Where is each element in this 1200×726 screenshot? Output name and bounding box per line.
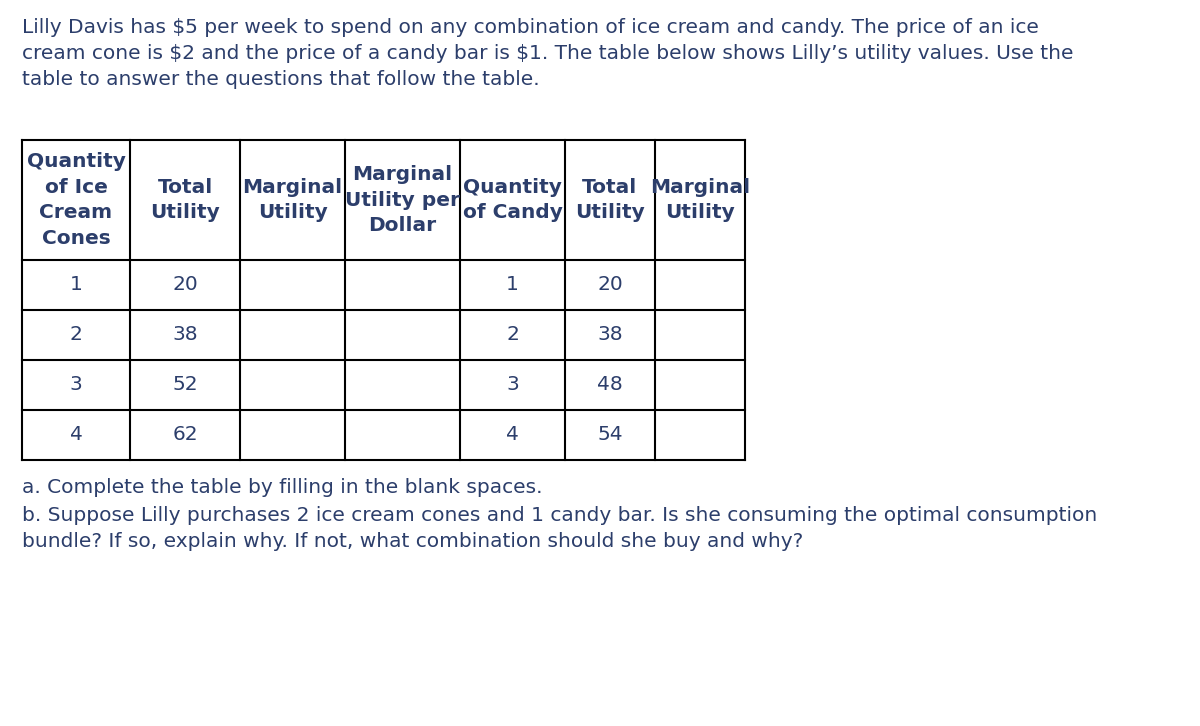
Text: 20: 20 bbox=[172, 275, 198, 295]
Text: table to answer the questions that follow the table.: table to answer the questions that follo… bbox=[22, 70, 540, 89]
Text: 62: 62 bbox=[172, 425, 198, 444]
Text: bundle? If so, explain why. If not, what combination should she buy and why?: bundle? If so, explain why. If not, what… bbox=[22, 532, 803, 551]
Text: Quantity
of Candy: Quantity of Candy bbox=[462, 178, 563, 222]
Text: 48: 48 bbox=[598, 375, 623, 394]
Text: 38: 38 bbox=[598, 325, 623, 345]
Text: Quantity
of Ice
Cream
Cones: Quantity of Ice Cream Cones bbox=[26, 152, 126, 248]
Text: Marginal
Utility: Marginal Utility bbox=[650, 178, 750, 222]
Text: 1: 1 bbox=[506, 275, 518, 295]
Text: 3: 3 bbox=[70, 375, 83, 394]
Text: 1: 1 bbox=[70, 275, 83, 295]
Text: 52: 52 bbox=[172, 375, 198, 394]
Text: b. Suppose Lilly purchases 2 ice cream cones and 1 candy bar. Is she consuming t: b. Suppose Lilly purchases 2 ice cream c… bbox=[22, 506, 1097, 525]
Text: 20: 20 bbox=[598, 275, 623, 295]
Text: 4: 4 bbox=[506, 425, 518, 444]
Text: 38: 38 bbox=[172, 325, 198, 345]
Text: 2: 2 bbox=[70, 325, 83, 345]
Text: 54: 54 bbox=[598, 425, 623, 444]
Text: 2: 2 bbox=[506, 325, 518, 345]
Text: cream cone is \$2 and the price of a candy bar is \$1. The table below shows Lil: cream cone is \$2 and the price of a can… bbox=[22, 44, 1074, 63]
Text: Total
Utility: Total Utility bbox=[150, 178, 220, 222]
Text: 3: 3 bbox=[506, 375, 518, 394]
Text: 4: 4 bbox=[70, 425, 83, 444]
Text: Marginal
Utility per
Dollar: Marginal Utility per Dollar bbox=[346, 165, 460, 235]
Text: Total
Utility: Total Utility bbox=[575, 178, 644, 222]
Text: Lilly Davis has \$5 per week to spend on any combination of ice cream and candy.: Lilly Davis has \$5 per week to spend on… bbox=[22, 18, 1039, 37]
Text: Marginal
Utility: Marginal Utility bbox=[242, 178, 342, 222]
Text: a. Complete the table by filling in the blank spaces.: a. Complete the table by filling in the … bbox=[22, 478, 542, 497]
